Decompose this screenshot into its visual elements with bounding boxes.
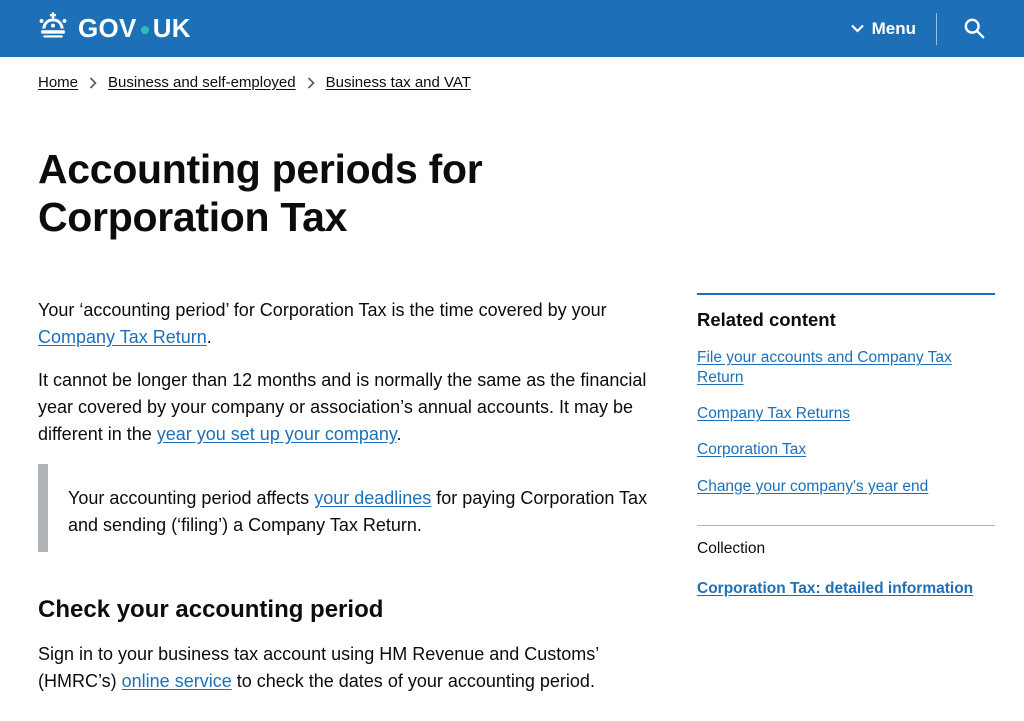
- inset-paragraph: Your accounting period affects your dead…: [68, 485, 660, 539]
- chevron-down-icon: [850, 24, 864, 33]
- sign-in-paragraph: Sign in to your business tax account usi…: [38, 641, 670, 695]
- sidebar-divider: [697, 524, 995, 526]
- crown-icon: [36, 12, 70, 45]
- list-item: Change your company's year end: [697, 477, 995, 497]
- header-divider: [936, 12, 937, 45]
- list-item: Company Tax Returns: [697, 404, 995, 424]
- body-paragraph: It cannot be longer than 12 months and i…: [38, 367, 670, 448]
- related-content-panel: Related content File your accounts and C…: [697, 293, 995, 711]
- related-link-file-accounts[interactable]: File your accounts and Company Tax Retur…: [697, 349, 952, 387]
- menu-label: Menu: [871, 18, 916, 38]
- page-title: Accounting periods for Corporation Tax: [38, 146, 483, 241]
- year-set-up-company-link[interactable]: year you set up your company: [156, 423, 397, 444]
- p1-text-post: .: [206, 326, 212, 347]
- p1-text-pre: Your ‘accounting period’ for Corporation…: [38, 299, 607, 320]
- logo-gov-text: GOV: [78, 13, 137, 43]
- related-content-heading: Related content: [697, 309, 836, 330]
- related-link-corporation-tax[interactable]: Corporation Tax: [697, 441, 807, 459]
- p2-text-pre: It cannot be longer than 12 months and i…: [38, 369, 647, 444]
- logo-dot-icon: [140, 25, 149, 34]
- breadcrumb-link-business[interactable]: Business and self-employed: [108, 74, 296, 91]
- collection-link[interactable]: Corporation Tax: detailed information: [697, 579, 974, 597]
- section-heading: Check your accounting period: [38, 595, 384, 623]
- breadcrumb-link-home[interactable]: Home: [38, 74, 79, 91]
- inset-text-pre: Your accounting period affects: [68, 487, 315, 508]
- intro-paragraph: Your ‘accounting period’ for Corporation…: [38, 297, 670, 351]
- search-icon: [964, 18, 985, 39]
- list-item: Corporation Tax: [697, 440, 995, 460]
- breadcrumb-chevron-icon: [89, 76, 97, 89]
- main-content: Accounting periods for Corporation Tax Y…: [38, 91, 670, 711]
- breadcrumb-chevron-icon: [307, 76, 315, 89]
- inset-text: Your accounting period affects your dead…: [38, 463, 670, 552]
- online-service-link[interactable]: online service: [121, 670, 232, 691]
- related-links-list: File your accounts and Company Tax Retur…: [697, 348, 995, 497]
- company-tax-return-link[interactable]: Company Tax Return: [38, 326, 207, 347]
- inset-text-post: for paying Corporation Tax and sending (…: [68, 487, 648, 535]
- related-link-change-year-end[interactable]: Change your company's year end: [697, 477, 929, 495]
- p2-text-post: .: [396, 423, 402, 444]
- site-header: GOV UK Menu: [0, 0, 1024, 57]
- your-deadlines-link[interactable]: your deadlines: [314, 487, 432, 508]
- menu-button[interactable]: Menu: [849, 13, 918, 45]
- list-item: File your accounts and Company Tax Retur…: [697, 348, 995, 388]
- collection-label: Collection: [697, 539, 766, 557]
- p3-text-pre: Sign in to your business tax account usi…: [38, 643, 599, 691]
- breadcrumb-link-business-tax[interactable]: Business tax and VAT: [325, 74, 471, 91]
- logo-uk-text: UK: [152, 13, 191, 43]
- related-link-company-tax-returns[interactable]: Company Tax Returns: [697, 405, 851, 423]
- logo-text: GOV UK: [78, 13, 191, 44]
- p3-text-post: to check the dates of your accounting pe…: [231, 670, 595, 691]
- govuk-logo-link[interactable]: GOV UK: [36, 12, 191, 45]
- breadcrumb: Home Business and self-employed Business…: [38, 74, 1024, 91]
- search-button[interactable]: [955, 11, 994, 46]
